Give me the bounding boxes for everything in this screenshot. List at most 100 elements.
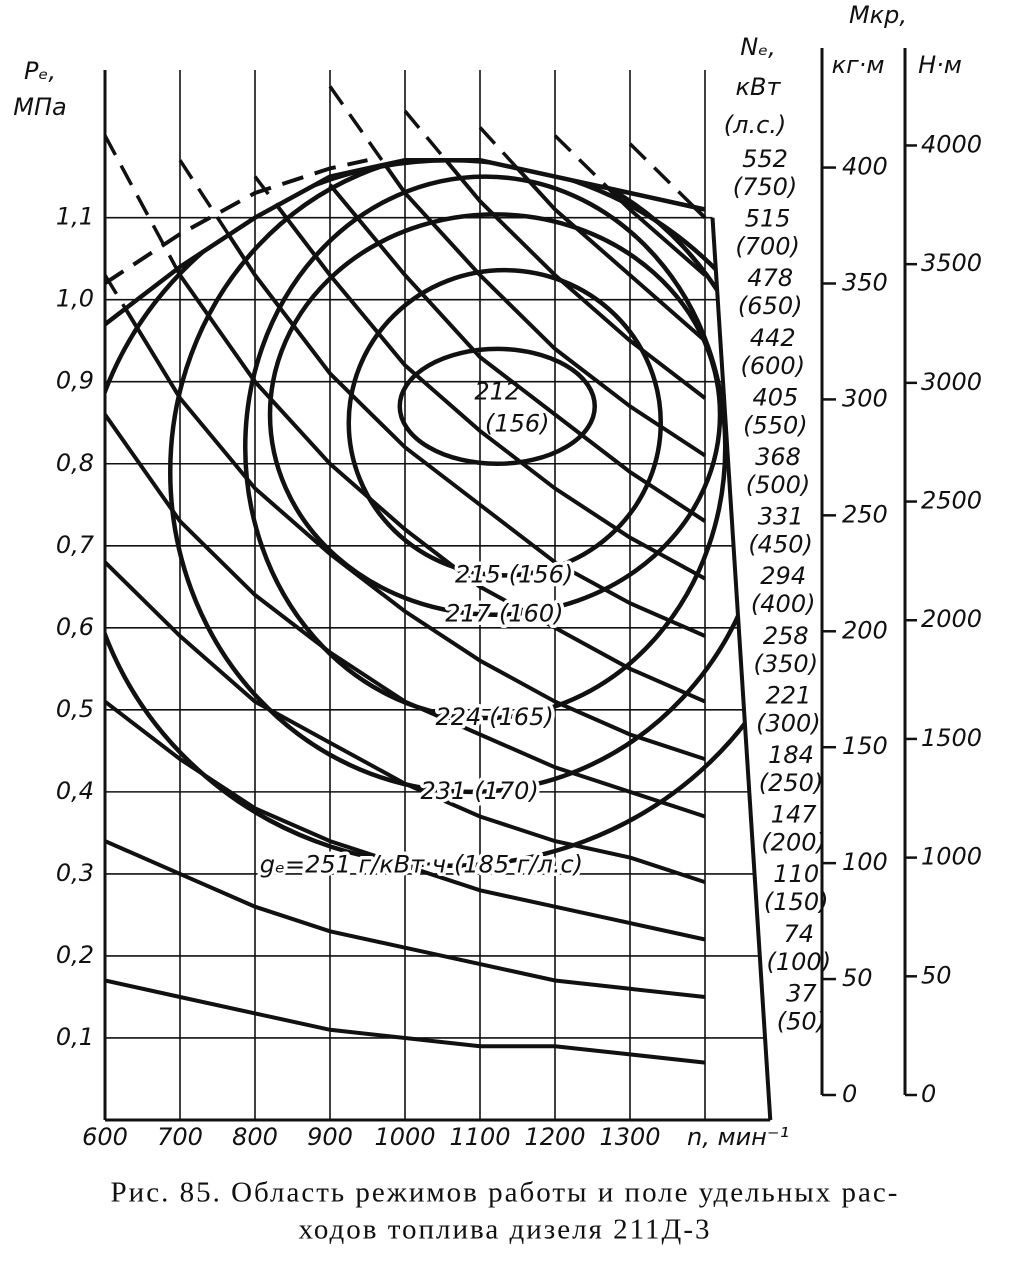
- power-unit-hp: (л.с.): [724, 111, 787, 139]
- y2-tick-label: 400: [842, 153, 888, 181]
- y3-tick-label: 50: [921, 961, 952, 989]
- x-tick-label: 1200: [524, 1123, 585, 1151]
- y2-tick-label: 0: [842, 1080, 857, 1108]
- caption-line: ходов топлива дизеля 211Д-3: [298, 1214, 711, 1246]
- fuel-contour: [168, 160, 771, 795]
- power-value-label: 110: [773, 860, 819, 888]
- power-hp-label: (700): [735, 233, 800, 261]
- power-hp-label: (750): [733, 173, 798, 201]
- max-torque-line: [105, 157, 706, 327]
- power-value-label: 405: [752, 383, 798, 411]
- x-tick-label: 900: [307, 1123, 353, 1151]
- power-label: Nₑ,: [740, 33, 776, 61]
- power-value-label: 442: [750, 324, 796, 352]
- torque-label: Mкр,: [849, 1, 907, 29]
- power-hp-label: (450): [748, 531, 813, 559]
- y3-tick-label: 3000: [921, 368, 982, 396]
- power-unit: кВт: [736, 73, 782, 101]
- power-value-label: 368: [755, 443, 801, 471]
- y-tick-label: 0,8: [56, 449, 94, 477]
- y-axis-unit: МПа: [13, 93, 66, 121]
- power-hp-label: (300): [756, 709, 821, 737]
- x-tick-label: 1300: [599, 1123, 660, 1151]
- x-tick-label: 1000: [374, 1123, 435, 1151]
- power-value-label: 147: [771, 801, 818, 829]
- y2-tick-label: 100: [842, 848, 888, 876]
- y-axis-label: Pₑ,: [24, 57, 56, 85]
- y-tick-label: 1,0: [56, 285, 94, 313]
- y2-tick-label: 50: [842, 964, 873, 992]
- power-value-label: 37: [786, 979, 817, 1007]
- y-tick-label: 0,7: [56, 531, 95, 559]
- power-value-label: 515: [745, 205, 791, 233]
- regulator-line: [710, 217, 773, 1121]
- power-value-label: 258: [763, 622, 809, 650]
- x-tick-label: 1100: [449, 1123, 510, 1151]
- contour-hp-label: (165): [489, 703, 554, 731]
- power-line: [178, 160, 706, 638]
- power-hp-label: (150): [764, 888, 829, 916]
- y-tick-label: 0,6: [56, 613, 94, 641]
- power-value-label: 331: [758, 503, 804, 531]
- fuel-contour: [346, 267, 663, 578]
- power-hp-label: (600): [741, 352, 806, 380]
- x-tick-label: 800: [232, 1123, 278, 1151]
- contour-hp-label: (160): [499, 600, 564, 628]
- y3-axis-label: Н·м: [918, 51, 962, 79]
- y-tick-label: 0,4: [56, 777, 94, 805]
- power-hp-label: (400): [751, 590, 816, 618]
- y3-tick-label: 1500: [921, 724, 982, 752]
- power-value-label: 294: [760, 562, 806, 590]
- contour-label: 217: [445, 600, 492, 628]
- contour-label: gₑ=251 г/кВт·ч: [260, 851, 446, 879]
- y3-tick-label: 2500: [921, 487, 982, 515]
- x-tick-label: 700: [157, 1123, 203, 1151]
- y-tick-label: 0,1: [56, 1023, 94, 1051]
- contour-hp-label: (156): [485, 409, 550, 437]
- caption-line: Рис. 85. Область режимов работы и поле у…: [111, 1177, 900, 1209]
- contour-label: 212: [474, 377, 520, 405]
- contour-hp-label: (185 г/л.с): [454, 851, 583, 879]
- power-hp-label: (50): [777, 1007, 826, 1035]
- power-value-label: 184: [768, 741, 814, 769]
- y3-tick-label: 4000: [921, 130, 982, 158]
- y2-tick-label: 250: [842, 500, 888, 528]
- contour-hp-label: (170): [474, 777, 539, 805]
- power-hp-label: (200): [761, 829, 826, 857]
- contour-hp-label: (156): [509, 560, 574, 588]
- power-line: [328, 160, 707, 458]
- y3-tick-label: 0: [921, 1080, 936, 1108]
- y3-tick-label: 2000: [921, 605, 982, 633]
- power-value-label: 478: [747, 264, 793, 292]
- power-hp-label: (500): [746, 471, 811, 499]
- y2-tick-label: 300: [842, 384, 888, 412]
- power-hp-label: (100): [767, 948, 832, 976]
- y3-tick-label: 3500: [921, 249, 982, 277]
- x-tick-label: 600: [82, 1123, 128, 1151]
- power-value-label: 74: [784, 920, 815, 948]
- x-tick-label: n, мин⁻¹: [687, 1123, 789, 1151]
- contour-label: 224: [435, 703, 481, 731]
- power-value-label: 221: [765, 681, 811, 709]
- dashed-limit-line: [105, 158, 368, 285]
- fuel-contour: [267, 212, 723, 617]
- plot-below-limit: [105, 160, 771, 1065]
- fuel-contour: [105, 160, 771, 868]
- power-hp-label: (650): [738, 292, 803, 320]
- power-hp-label: (550): [743, 411, 808, 439]
- y-tick-label: 0,9: [56, 367, 94, 395]
- y2-tick-label: 350: [842, 268, 888, 296]
- y2-axis-label: кг·м: [832, 51, 885, 79]
- power-hp-label: (350): [754, 650, 819, 678]
- power-line: [328, 183, 707, 523]
- power-value-label: 552: [742, 145, 788, 173]
- contour-label: 215: [455, 560, 501, 588]
- y-tick-label: 1,1: [56, 203, 94, 231]
- contour-label: 231: [420, 777, 466, 805]
- power-hp-label: (250): [759, 769, 824, 797]
- y3-tick-label: 1000: [921, 843, 982, 871]
- plot-area: [105, 70, 771, 1120]
- y2-tick-label: 200: [842, 616, 888, 644]
- y-tick-label: 0,2: [56, 941, 94, 969]
